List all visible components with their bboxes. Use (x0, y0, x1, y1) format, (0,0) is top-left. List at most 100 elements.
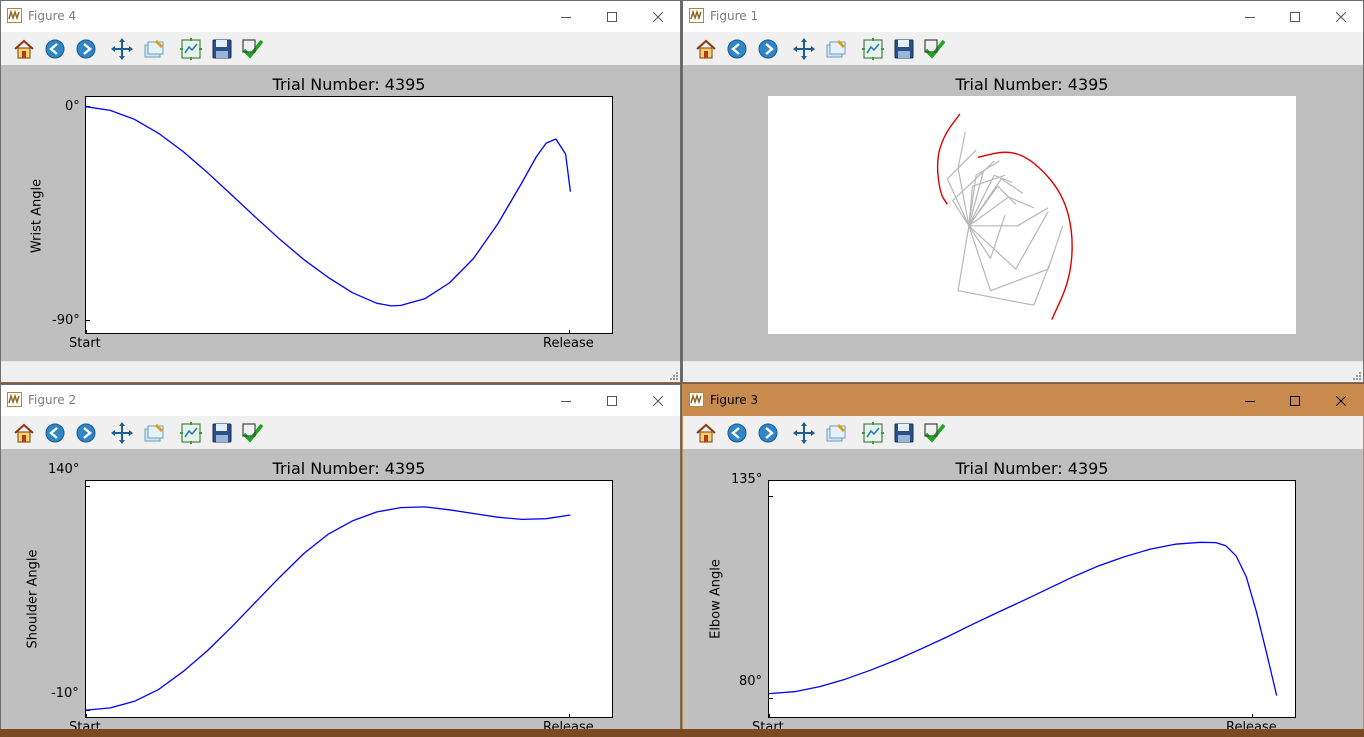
resize-grip-icon[interactable] (1352, 371, 1361, 380)
y-tick-mark (769, 698, 773, 699)
figure-1-window: Figure 1 Trial Number: 4395 (682, 0, 1364, 383)
arm-segment (957, 225, 1053, 306)
arm-segment (968, 211, 1049, 270)
y-tick-label: 140° (48, 462, 80, 477)
forward-icon[interactable] (74, 421, 98, 445)
series-line (85, 106, 572, 307)
pan-icon[interactable] (110, 37, 134, 61)
save-icon[interactable] (210, 421, 234, 445)
subplots-icon[interactable] (861, 421, 885, 445)
title-bar[interactable]: Figure 3 (683, 385, 1363, 416)
home-icon[interactable] (12, 37, 36, 61)
title-bar[interactable]: Figure 2 (1, 385, 680, 416)
x-tick-label: Start (69, 336, 101, 351)
subplots-icon[interactable] (179, 421, 203, 445)
maximize-button[interactable] (1272, 385, 1318, 416)
zoom-icon[interactable] (142, 421, 166, 445)
plot-title: Trial Number: 4395 (272, 459, 426, 478)
save-icon[interactable] (210, 37, 234, 61)
plot-title: Trial Number: 4395 (955, 459, 1109, 478)
plot-svg (768, 541, 1278, 696)
save-icon[interactable] (892, 37, 916, 61)
y-axis-label: Wrist Angle (29, 178, 45, 254)
plot-axes (85, 96, 613, 334)
figure-canvas[interactable]: Trial Number: 4395 Shoulder Angle 140° -… (1, 449, 680, 736)
x-tick-mark (569, 330, 570, 334)
home-icon[interactable] (12, 421, 36, 445)
save-icon[interactable] (892, 421, 916, 445)
pan-icon[interactable] (792, 421, 816, 445)
matplotlib-app-icon (7, 392, 22, 407)
maximize-button[interactable] (1272, 1, 1318, 32)
maximize-button[interactable] (589, 385, 635, 416)
taskbar (0, 729, 1364, 737)
close-button[interactable] (1318, 1, 1363, 32)
back-icon[interactable] (725, 37, 749, 61)
close-button[interactable] (1318, 385, 1363, 416)
arm-segment (968, 178, 1024, 227)
check-icon[interactable] (923, 421, 947, 445)
x-tick-mark (769, 714, 770, 718)
y-tick-label: 0° (65, 99, 80, 114)
arm-segment (968, 214, 1006, 259)
pan-icon[interactable] (792, 37, 816, 61)
y-tick-mark (86, 486, 90, 487)
minimize-button[interactable] (543, 385, 589, 416)
back-icon[interactable] (43, 421, 67, 445)
home-icon[interactable] (694, 37, 718, 61)
y-tick-label: 135° (731, 472, 763, 487)
maximize-button[interactable] (589, 1, 635, 32)
arm-segment (968, 160, 1000, 226)
hand-trajectory (936, 113, 961, 205)
pan-icon[interactable] (110, 421, 134, 445)
navigation-toolbar (1, 416, 680, 450)
arm-segment (952, 171, 984, 227)
zoom-icon[interactable] (824, 421, 848, 445)
back-icon[interactable] (725, 421, 749, 445)
y-tick-mark (86, 320, 90, 321)
check-icon[interactable] (241, 421, 265, 445)
zoom-icon[interactable] (824, 37, 848, 61)
subplots-icon[interactable] (179, 37, 203, 61)
minimize-button[interactable] (1227, 1, 1273, 32)
figure-4-window: Figure 4 Trial Number: 4395 Wrist Angle … (0, 0, 681, 383)
x-tick-label: Release (543, 336, 594, 351)
figure-canvas[interactable]: Trial Number: 4395 Wrist Angle 0° -90° S… (1, 65, 680, 362)
check-icon[interactable] (241, 37, 265, 61)
plot-svg (85, 506, 571, 711)
resize-grip-icon[interactable] (669, 371, 678, 380)
figure-canvas[interactable]: Trial Number: 4395 (683, 65, 1363, 362)
arm-segment (968, 174, 1006, 226)
forward-icon[interactable] (74, 37, 98, 61)
hand-trajectory (977, 151, 1073, 320)
back-icon[interactable] (43, 37, 67, 61)
arm-plot-axes (768, 96, 1296, 334)
arm-segment (968, 174, 1013, 227)
series-line (768, 541, 1278, 696)
y-tick-label: -10° (51, 686, 79, 701)
minimize-button[interactable] (1227, 385, 1273, 416)
window-title: Figure 1 (710, 9, 759, 23)
title-bar[interactable]: Figure 4 (1, 1, 680, 32)
zoom-icon[interactable] (142, 37, 166, 61)
status-bar (1, 361, 680, 382)
title-bar[interactable]: Figure 1 (683, 1, 1363, 32)
navigation-toolbar (683, 32, 1363, 66)
plot-axes (768, 480, 1296, 718)
window-title: Figure 3 (710, 393, 759, 407)
y-tick-mark (769, 496, 773, 497)
matplotlib-app-icon (7, 8, 22, 23)
home-icon[interactable] (694, 421, 718, 445)
forward-icon[interactable] (756, 421, 780, 445)
x-tick-mark (86, 714, 87, 718)
arm-segment (968, 185, 1017, 227)
close-button[interactable] (635, 1, 680, 32)
subplots-icon[interactable] (861, 37, 885, 61)
minimize-button[interactable] (543, 1, 589, 32)
figure-canvas[interactable]: Trial Number: 4395 Elbow Angle 135° 80° … (683, 449, 1363, 736)
y-axis-label: Shoulder Angle (25, 549, 41, 649)
y-tick-label: -90° (52, 313, 80, 328)
forward-icon[interactable] (756, 37, 780, 61)
close-button[interactable] (635, 385, 680, 416)
check-icon[interactable] (923, 37, 947, 61)
